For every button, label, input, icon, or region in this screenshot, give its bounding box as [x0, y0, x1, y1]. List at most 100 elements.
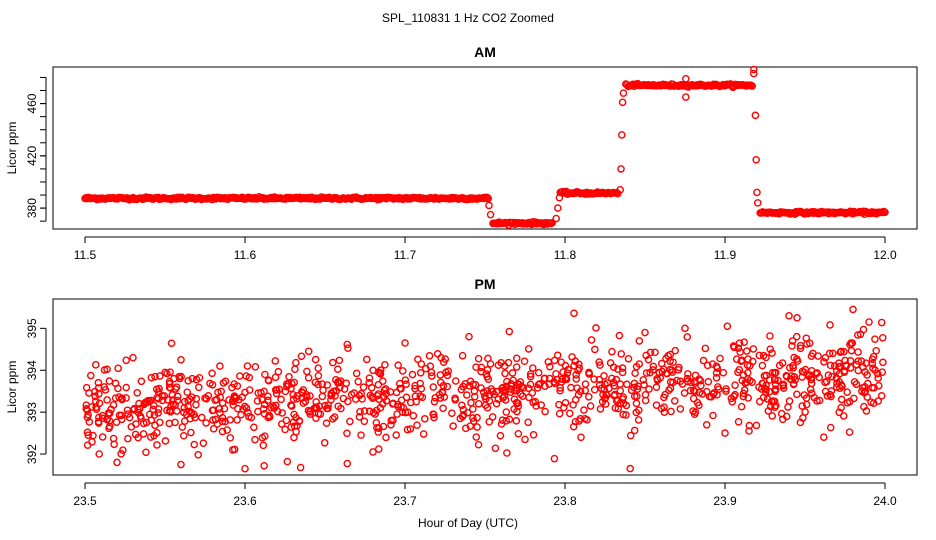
pm-data-point — [514, 402, 523, 410]
pm-data-point — [850, 394, 858, 403]
pm-data-point — [477, 363, 486, 372]
pm-data-point — [228, 383, 236, 392]
pm-data-point — [613, 395, 622, 404]
pm-data-point — [357, 389, 366, 398]
pm-data-point — [229, 401, 238, 409]
pm-data-point — [161, 368, 169, 377]
pm-data-point — [576, 387, 585, 396]
pm-data-point — [770, 376, 779, 384]
pm-data-point — [533, 384, 542, 392]
pm-data-points — [82, 305, 887, 473]
pm-data-point — [735, 365, 744, 374]
pm-data-point — [815, 373, 823, 382]
pm-data-point — [473, 423, 481, 431]
pm-data-point — [569, 401, 577, 409]
pm-data-point — [374, 428, 383, 436]
pm-data-point — [303, 393, 311, 401]
pm-data-point — [496, 431, 505, 440]
pm-data-point — [825, 349, 834, 358]
pm-data-point — [813, 397, 821, 405]
pm-data-point — [163, 406, 171, 415]
pm-data-point — [617, 350, 626, 358]
pm-data-point — [760, 384, 769, 393]
pm-data-point — [323, 381, 332, 389]
pm-data-point — [721, 429, 729, 437]
pm-data-point — [413, 421, 421, 429]
pm-data-point — [261, 370, 269, 379]
am-y-axis-label: Licor ppm — [5, 122, 19, 175]
pm-data-point — [340, 385, 349, 393]
pm-data-point — [430, 413, 438, 422]
pm-data-point — [746, 376, 754, 385]
pm-data-point — [607, 374, 616, 383]
pm-data-point — [103, 415, 111, 423]
pm-data-point — [277, 395, 285, 404]
pm-data-point — [354, 377, 363, 386]
pm-data-point — [190, 440, 199, 449]
pm-data-point — [343, 459, 352, 468]
pm-data-point — [206, 379, 214, 388]
pm-data-point — [627, 386, 636, 395]
pm-data-point — [397, 396, 406, 405]
pm-data-point — [806, 385, 815, 394]
pm-data-point — [626, 431, 635, 440]
pm-data-point — [611, 404, 620, 412]
pm-data-point — [592, 324, 600, 332]
pm-data-point — [343, 340, 352, 349]
pm-data-point — [303, 367, 311, 376]
pm-data-point — [798, 402, 806, 410]
pm-data-point — [835, 370, 844, 378]
pm-data-point — [675, 363, 683, 372]
pm-data-point — [304, 347, 313, 356]
pm-data-point — [798, 373, 806, 381]
pm-data-point — [293, 394, 301, 403]
pm-data-point — [421, 364, 430, 373]
pm-data-point — [122, 394, 130, 402]
pm-data-point — [142, 448, 150, 457]
pm-data-point — [437, 353, 445, 362]
pm-data-point — [660, 408, 669, 416]
pm-data-point — [766, 345, 775, 353]
pm-data-point — [514, 429, 523, 438]
pm-data-point — [88, 438, 96, 446]
pm-data-point — [610, 382, 618, 390]
pm-data-point — [347, 390, 356, 399]
pm-data-point — [860, 402, 868, 411]
pm-data-point — [465, 332, 473, 341]
pm-data-point — [223, 426, 231, 434]
pm-data-point — [122, 383, 131, 392]
pm-data-point — [502, 408, 511, 416]
pm-data-point — [585, 368, 593, 377]
pm-data-point — [212, 395, 221, 404]
pm-data-point — [110, 440, 118, 449]
pm-data-point — [125, 413, 134, 422]
pm-data-point — [608, 347, 616, 356]
am-data-point — [618, 98, 627, 107]
pm-data-point — [632, 399, 641, 408]
am-data-point — [750, 69, 758, 78]
pm-data-point — [742, 347, 751, 355]
pm-data-point — [271, 373, 280, 382]
pm-data-point — [401, 339, 409, 347]
pm-data-point — [290, 410, 298, 419]
pm-data-point — [87, 403, 96, 411]
pm-data-point — [852, 380, 861, 389]
pm-data-point — [412, 397, 421, 406]
pm-data-point — [111, 379, 120, 388]
pm-data-point — [117, 450, 125, 458]
pm-data-point — [396, 384, 404, 393]
pm-data-point — [703, 387, 711, 396]
pm-data-point — [310, 404, 318, 413]
pm-data-point — [768, 349, 776, 357]
pm-data-point — [470, 387, 479, 395]
am-data-points — [81, 65, 889, 229]
pm-data-point — [472, 433, 481, 441]
pm-data-point — [561, 361, 570, 370]
pm-data-point — [194, 383, 203, 392]
pm-y-axis-label: Licor ppm — [5, 361, 19, 414]
pm-data-point — [228, 446, 237, 454]
pm-data-point — [766, 402, 775, 411]
am-data-point — [618, 131, 626, 139]
pm-data-point — [319, 386, 327, 394]
pm-data-point — [190, 410, 198, 419]
